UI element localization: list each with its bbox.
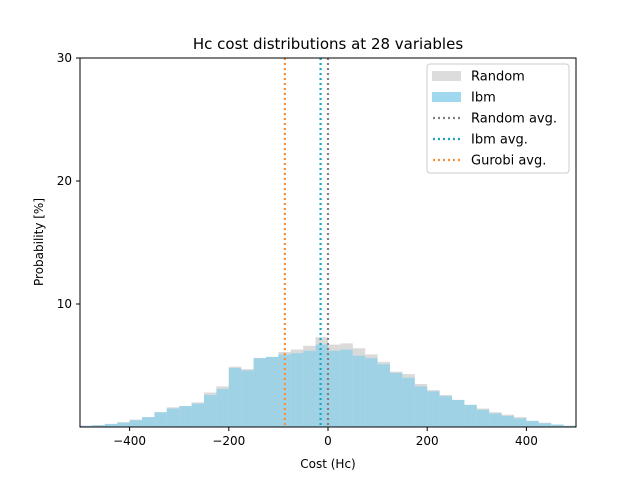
legend: Random Ibm Random avg. Ibm avg. Gurobi avg. [426, 63, 570, 174]
bar-ibm [129, 420, 142, 427]
bar-ibm [439, 396, 452, 427]
bar-ibm [204, 395, 217, 427]
legend-label-ibm: Ibm [471, 91, 496, 106]
bar-ibm [501, 415, 514, 427]
legend-box [426, 63, 570, 174]
bar-ibm [377, 364, 390, 427]
y-tick-label: 10 [57, 297, 72, 311]
legend-swatch-random [432, 71, 461, 81]
bars-layer [80, 337, 576, 427]
bar-ibm [464, 404, 477, 427]
bar-ibm [117, 422, 130, 427]
y-tick-label: 20 [57, 174, 72, 188]
bar-ibm [290, 353, 304, 427]
bar-ibm [253, 358, 266, 427]
bar-ibm [142, 417, 155, 427]
bar-ibm [489, 413, 502, 427]
bar-ibm [390, 372, 403, 427]
bar-ibm [166, 408, 180, 427]
bar-ibm [402, 377, 415, 427]
bar-ibm [452, 399, 465, 427]
bar-ibm [365, 358, 378, 427]
x-tick-label: 0 [324, 434, 332, 448]
bar-ibm [278, 354, 291, 427]
axis-ticks: −400 −200 0 200 400 10 20 30 [57, 51, 538, 448]
legend-label-random-avg: Random avg. [471, 112, 557, 127]
y-axis-label: Probability [%] [32, 198, 46, 286]
legend-label-ibm-avg: Ibm avg. [471, 133, 528, 148]
legend-label-random: Random [471, 70, 525, 85]
x-tick-label: −200 [212, 434, 245, 448]
y-tick-label: 30 [57, 51, 72, 65]
bar-ibm [303, 350, 316, 427]
x-tick-label: 200 [416, 434, 439, 448]
bar-ibm [179, 406, 192, 427]
legend-label-gurobi-avg: Gurobi avg. [471, 154, 546, 169]
bar-ibm [315, 344, 328, 427]
bar-ibm [216, 388, 229, 427]
bar-ibm [241, 370, 254, 427]
bar-ibm [526, 420, 539, 427]
bar-ibm [414, 386, 428, 427]
bar-ibm [228, 367, 242, 427]
x-axis-label: Cost (Hc) [300, 457, 355, 471]
bar-ibm [92, 425, 105, 427]
x-tick-label: −400 [113, 434, 146, 448]
legend-swatch-ibm [432, 92, 461, 102]
bar-ibm [352, 355, 366, 427]
bar-ibm [328, 350, 341, 427]
bar-ibm [538, 423, 552, 427]
bar-ibm [80, 425, 93, 427]
average-lines-layer [283, 58, 330, 427]
bar-ibm [514, 418, 527, 427]
bar-ibm [154, 412, 167, 427]
bar-ibm [427, 391, 440, 427]
chart-title: Hc cost distributions at 28 variables [193, 35, 463, 53]
bar-ibm [563, 425, 576, 427]
bar-ibm [551, 424, 564, 427]
bar-ibm [191, 403, 204, 427]
bar-ibm [104, 423, 118, 427]
x-tick-label: 400 [515, 434, 538, 448]
bar-ibm [266, 356, 279, 427]
bar-ibm [340, 349, 353, 427]
bar-ibm [476, 409, 490, 427]
